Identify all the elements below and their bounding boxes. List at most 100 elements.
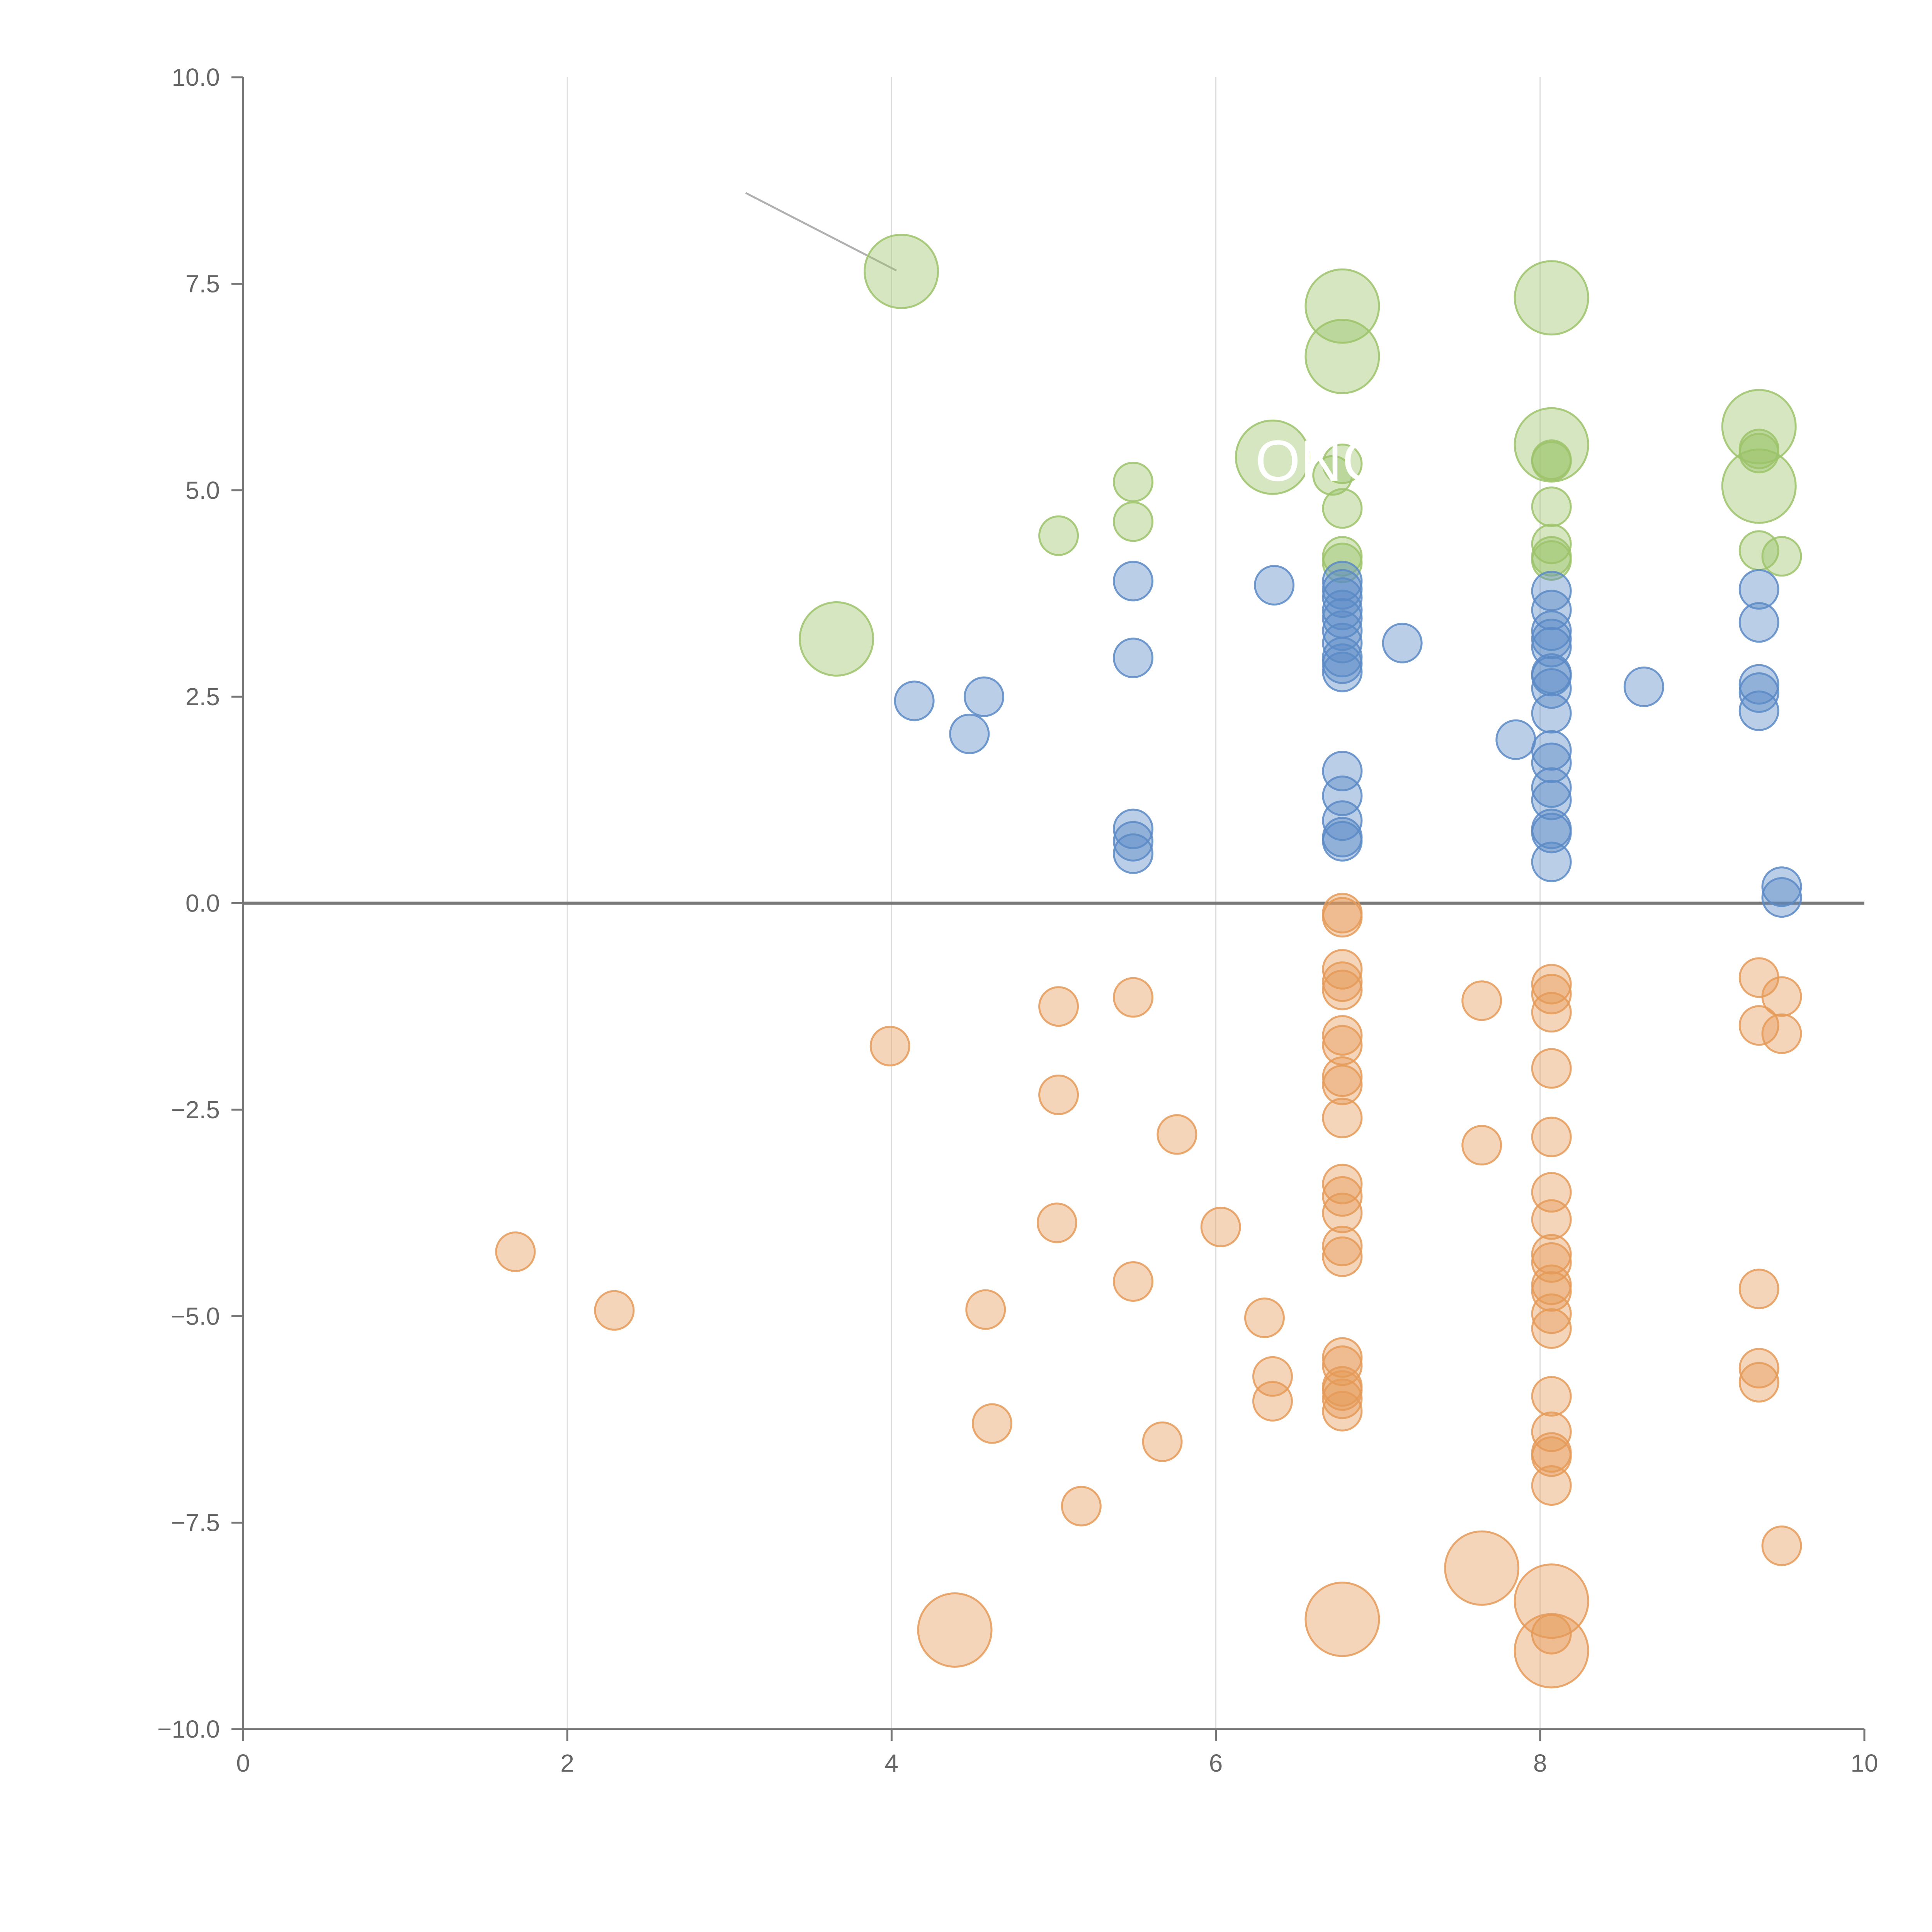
data-point-green [1235, 419, 1310, 495]
data-point-orange [495, 1231, 536, 1272]
data-point-blue [1738, 569, 1779, 610]
data-point-orange [1322, 1176, 1363, 1217]
data-point-blue [964, 676, 1005, 717]
data-point-green [1761, 536, 1802, 577]
data-point-orange [1061, 1486, 1102, 1527]
data-point-orange [1444, 1530, 1520, 1606]
y-tick-label: 0.0 [185, 889, 220, 917]
y-tick-label: 2.5 [185, 683, 220, 711]
data-point-orange [1322, 1345, 1363, 1386]
data-point-blue [1531, 842, 1572, 883]
data-point-orange [1322, 1391, 1363, 1432]
data-point-orange [1531, 1048, 1572, 1089]
data-point-blue [1531, 656, 1572, 697]
data-point-orange [1322, 1236, 1363, 1277]
data-point-orange [1738, 1348, 1779, 1389]
data-point-blue [1322, 622, 1363, 663]
data-point-orange [1531, 974, 1572, 1015]
y-tick-label: −7.5 [171, 1509, 220, 1537]
data-point-orange [1461, 980, 1502, 1021]
data-point-orange [1252, 1381, 1293, 1422]
data-point-orange [1322, 969, 1363, 1010]
data-point-blue [1738, 672, 1779, 713]
x-tick-label: 2 [560, 1749, 574, 1777]
data-point-green [864, 233, 939, 309]
data-point-orange [1038, 986, 1079, 1027]
data-point-green [1738, 433, 1779, 474]
data-point-blue [1113, 821, 1154, 862]
data-point-orange [1531, 1308, 1572, 1349]
data-point-green [1531, 540, 1572, 581]
x-tick-label: 0 [236, 1749, 250, 1777]
data-point-orange [1322, 1337, 1363, 1378]
data-point-orange [1322, 1015, 1363, 1056]
data-point-orange [1322, 1192, 1363, 1233]
data-point-orange [1322, 1226, 1363, 1267]
data-point-orange [1322, 1065, 1363, 1105]
data-point-orange [917, 1592, 993, 1668]
data-point-blue [1495, 719, 1536, 760]
data-point-green [1113, 501, 1154, 542]
data-point-orange [1514, 1613, 1589, 1689]
data-point-orange [1113, 1261, 1154, 1302]
x-tick-label: 4 [885, 1749, 899, 1777]
data-point-orange [1322, 1163, 1363, 1204]
data-point-orange [1304, 1582, 1380, 1657]
data-point-orange [1322, 1378, 1363, 1419]
data-point-green [1113, 461, 1154, 502]
data-point-orange [1142, 1421, 1183, 1462]
data-point-orange [1531, 1116, 1572, 1157]
leader-lines [745, 192, 897, 272]
leader-line [745, 192, 897, 272]
y-tick-label: −2.5 [171, 1096, 220, 1124]
x-tick-label: 8 [1533, 1749, 1547, 1777]
data-point-green [1304, 318, 1380, 394]
data-point-orange [1113, 977, 1154, 1018]
data-point-blue [1531, 668, 1572, 709]
data-point-orange [965, 1289, 1006, 1330]
data-point-green [1312, 455, 1353, 496]
data-point-blue [1531, 619, 1572, 659]
data-point-orange [1244, 1298, 1285, 1338]
data-point-blue [1531, 779, 1572, 820]
data-point-orange [594, 1290, 635, 1331]
data-point-green [1531, 486, 1572, 527]
y-tick-label: 10.0 [172, 63, 220, 91]
data-point-blue [1322, 643, 1363, 684]
data-point-blue [1761, 866, 1802, 907]
data-point-blue [1531, 590, 1572, 631]
data-point-green [799, 601, 874, 677]
data-point-blue [1322, 651, 1363, 692]
data-point-orange [1322, 1370, 1363, 1411]
data-point-blue [1322, 577, 1363, 618]
data-point-blue [1531, 610, 1572, 651]
data-point-blue [1738, 602, 1779, 643]
data-point-blue [1113, 561, 1154, 602]
y-tick-label: −10.0 [157, 1715, 220, 1743]
data-point-blue [1761, 877, 1802, 918]
annotations: ONG [1255, 428, 1387, 493]
data-point-orange [1200, 1206, 1241, 1247]
data-point-orange [1322, 1056, 1363, 1097]
data-point-orange [1531, 964, 1572, 1005]
y-tick-label: 7.5 [185, 270, 220, 298]
data-point-orange [1461, 1125, 1502, 1166]
data-point-orange [1252, 1356, 1293, 1397]
data-point-blue [1113, 833, 1154, 874]
data-point-orange [1322, 897, 1363, 938]
y-tick-label: 5.0 [185, 476, 220, 504]
data-point-blue [1531, 730, 1572, 771]
data-point-orange [1531, 1234, 1572, 1275]
data-point-blue [1322, 590, 1363, 631]
annotation-label: ONG [1255, 428, 1387, 493]
data-point-blue [1322, 569, 1363, 610]
data-point-orange [1322, 1097, 1363, 1138]
data-point-orange [1761, 976, 1802, 1017]
data-point-blue [894, 680, 935, 721]
data-point-green [1322, 488, 1363, 529]
data-point-orange [1738, 1269, 1779, 1310]
data-point-orange [1531, 1242, 1572, 1283]
data-point-orange [1531, 1199, 1572, 1240]
y-tick-label: −5.0 [171, 1302, 220, 1330]
